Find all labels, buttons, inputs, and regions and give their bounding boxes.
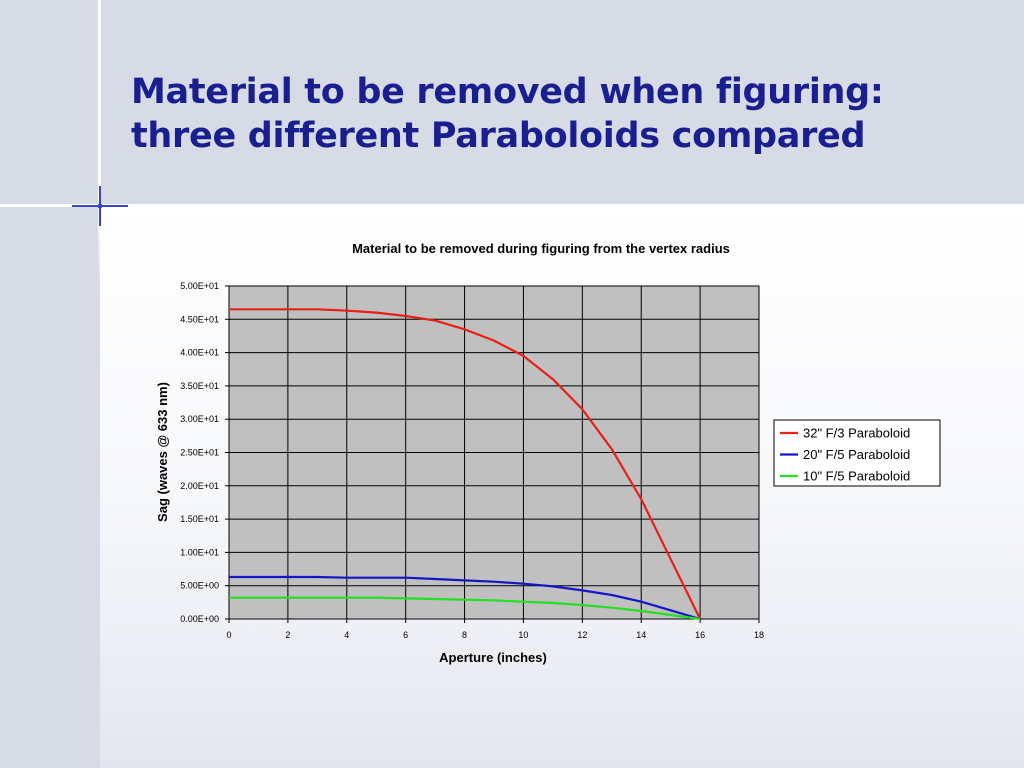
y-tick-label: 2.00E+01 [180,481,219,491]
legend-label: 20" F/5 Paraboloid [803,447,910,462]
vertical-divider [98,0,101,290]
y-tick-label: 2.50E+01 [180,448,219,458]
y-tick-label: 5.00E+00 [180,581,219,591]
x-tick-label: 10 [518,630,528,640]
y-tick-label: 1.50E+01 [180,514,219,524]
legend-box [773,419,941,487]
y-tick-label: 1.00E+01 [180,547,219,557]
x-tick-label: 4 [344,630,349,640]
x-tick-label: 0 [226,630,231,640]
series-line-1 [229,308,702,620]
chart-legend: 32" F/3 Paraboloid 20" F/5 Paraboloid 10" … [773,419,941,487]
x-tick-label: 14 [636,630,646,640]
slide-title-line-1: Material to be removed when figuring: [131,72,884,112]
slide-title: Material to be removed when figuring: th… [131,70,991,158]
x-tick-label: 6 [403,630,408,640]
data-series [229,308,702,621]
axes: 0 2 4 6 8 10 12 14 16 18 0.00E+00 5.00E+00 1.00E+01 1… [180,281,764,640]
header-divider [0,204,1024,207]
slide-title-line-2: three different Paraboloids compared [131,116,866,156]
y-tick-label: 0.00E+00 [180,614,219,624]
y-tick-label: 5.00E+01 [180,281,219,291]
x-tick-label: 8 [462,630,467,640]
x-tick-label: 16 [695,630,705,640]
series-line-3 [229,596,701,621]
star-ornament-icon [72,186,128,226]
series-line-2 [229,575,701,621]
legend-label: 10" F/5 Paraboloid [803,469,910,484]
y-tick-label: 3.50E+01 [180,381,219,391]
chart-title: Material to be removed during figuring f… [352,241,730,256]
y-tick-label: 4.00E+01 [180,348,219,358]
y-tick-label: 3.00E+01 [180,414,219,424]
x-tick-label: 12 [577,630,587,640]
y-axis-label: Sag (waves @ 633 nm) [155,382,170,522]
y-tick-label: 4.50E+01 [180,314,219,324]
slide-header [0,0,1024,206]
x-tick-label: 18 [754,630,764,640]
x-tick-label: 2 [285,630,290,640]
slide-left-band [0,206,100,768]
x-axis-label: Aperture (inches) [439,650,547,665]
legend-label: 32" F/3 Paraboloid [803,426,910,441]
